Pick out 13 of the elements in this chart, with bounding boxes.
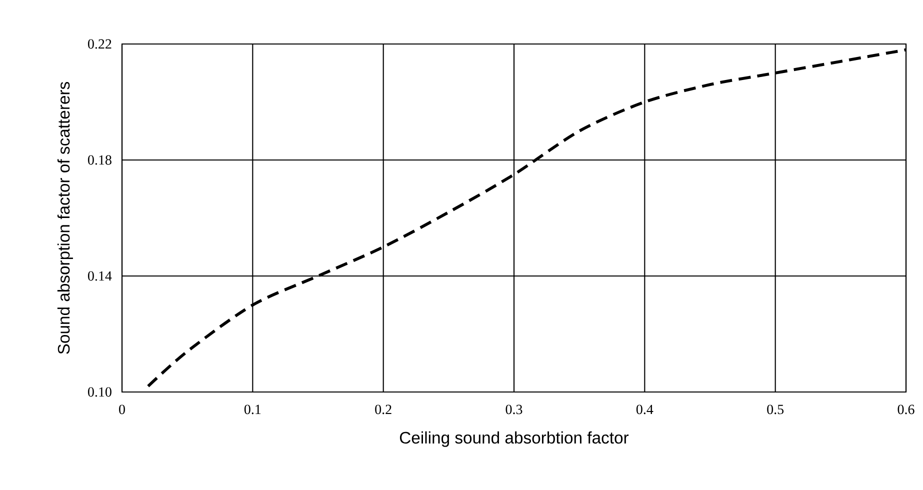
x-tick-label: 0 — [119, 404, 125, 414]
x-tick-label: 0.5 — [767, 404, 784, 414]
x-tick-label: 0.1 — [244, 404, 261, 414]
x-tick-label: 0.3 — [506, 404, 522, 414]
x-axis-title: Ceiling sound absorbtion factor — [400, 431, 629, 447]
x-tick-label: 0.4 — [636, 404, 654, 414]
x-tick-label: 0.6 — [898, 404, 914, 414]
y-axis-title: Sound absorption factor of scatterers — [57, 82, 73, 354]
y-tick-label: 0.22 — [88, 39, 112, 49]
x-tick-label: 0.2 — [375, 404, 392, 414]
y-tick-label: 0.10 — [88, 387, 112, 397]
y-tick-label: 0.14 — [88, 271, 112, 281]
y-tick-label: 0.18 — [88, 155, 112, 165]
